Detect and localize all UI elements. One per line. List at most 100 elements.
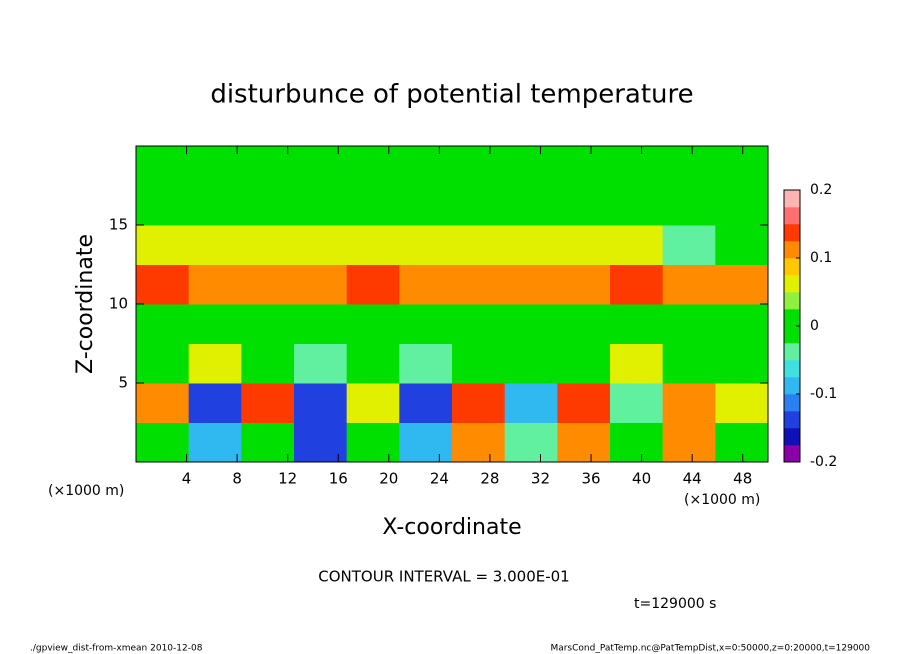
heat-cell [504, 185, 558, 226]
heat-cell [662, 383, 716, 423]
colorbar-swatch [784, 309, 800, 327]
heat-cell [294, 422, 348, 463]
colorbar-swatch [784, 190, 800, 208]
x-tick-label: 28 [480, 470, 499, 488]
colorbar-swatch [784, 224, 800, 242]
heat-cell [557, 343, 611, 384]
colorbar-swatch [784, 411, 800, 429]
heat-cell [136, 343, 190, 384]
heat-cell [346, 304, 400, 344]
heat-cell [188, 264, 242, 305]
colorbar-swatch [784, 360, 800, 378]
heat-cell [399, 422, 453, 463]
colorbar-swatch [784, 258, 800, 276]
heat-cell [188, 383, 242, 423]
y-axis-label: Z-coordinate [73, 234, 98, 374]
heat-cell [399, 225, 453, 265]
colorbar-label: -0.1 [810, 386, 837, 402]
heat-cell [662, 146, 716, 186]
heat-cell [715, 264, 769, 305]
chart-title: disturbunce of potential temperature [210, 80, 693, 110]
heat-cell [346, 383, 400, 423]
heat-cell [136, 304, 190, 344]
heat-cell [294, 304, 348, 344]
x-tick-label: 20 [379, 470, 398, 488]
colorbar-swatch [784, 343, 800, 361]
heat-cell [241, 383, 295, 423]
time-note: t=129000 s [634, 596, 716, 612]
colorbar-label: 0 [810, 318, 819, 334]
heat-cell [294, 225, 348, 265]
heat-cell [715, 225, 769, 265]
x-tick-label: 8 [232, 470, 242, 488]
heat-cell [188, 225, 242, 265]
heat-cell [136, 185, 190, 226]
heat-cell [188, 185, 242, 226]
x-axis-label: X-coordinate [382, 515, 521, 540]
x-tick-label: 4 [182, 470, 192, 488]
colorbar-swatch [784, 292, 800, 310]
colorbar-swatch [784, 394, 800, 412]
heat-cell [715, 343, 769, 384]
footer: MarsCond_PatTemp.nc@PatTempDist,x=0:5000… [550, 644, 870, 654]
x-tick-label: 44 [683, 470, 702, 488]
x-tick-label: 12 [278, 470, 297, 488]
heat-cell [452, 383, 506, 423]
heat-cell [715, 304, 769, 344]
heat-cell [662, 422, 716, 463]
heat-cell [557, 146, 611, 186]
x-tick-label: 32 [531, 470, 550, 488]
heat-cell [610, 383, 664, 423]
heat-cell [294, 146, 348, 186]
heat-cell [294, 343, 348, 384]
y-tick-label: 15 [109, 216, 128, 234]
heat-cell [557, 383, 611, 423]
colorbar-swatch [784, 445, 800, 463]
heat-cell [557, 185, 611, 226]
heat-cell [241, 185, 295, 226]
heat-cell [662, 343, 716, 384]
x-unit: (×1000 m) [684, 492, 760, 508]
heat-cell [136, 422, 190, 463]
heat-cell [610, 304, 664, 344]
heat-cell [662, 264, 716, 305]
heat-cell [241, 343, 295, 384]
contour-note: CONTOUR INTERVAL = 3.000E-01 [318, 568, 569, 586]
heat-cell [557, 304, 611, 344]
heat-cell [504, 422, 558, 463]
heat-cell [399, 343, 453, 384]
heat-cell [241, 225, 295, 265]
heat-cell [452, 146, 506, 186]
heat-cell [715, 185, 769, 226]
colorbar-label: -0.2 [810, 454, 837, 470]
x-tick-label: 48 [733, 470, 752, 488]
heat-cell [399, 304, 453, 344]
heat-cell [294, 264, 348, 305]
heat-cell [452, 185, 506, 226]
heat-cell [610, 225, 664, 265]
heat-cell [662, 304, 716, 344]
heat-cell [241, 304, 295, 344]
colorbar-swatch [784, 275, 800, 293]
heat-cell [452, 304, 506, 344]
heat-cell [452, 225, 506, 265]
heat-cell [452, 264, 506, 305]
heat-cell [610, 264, 664, 305]
heat-cell [662, 185, 716, 226]
colorbar-swatch [784, 241, 800, 259]
heat-cell [610, 146, 664, 186]
heat-cell [399, 383, 453, 423]
heat-cell [715, 422, 769, 463]
heat-cell [662, 225, 716, 265]
heat-cell [557, 264, 611, 305]
heat-cell [610, 343, 664, 384]
heat-cell [136, 264, 190, 305]
heat-cell [136, 383, 190, 423]
heat-cell [346, 185, 400, 226]
y-tick-label: 10 [109, 295, 128, 313]
x-tick-label: 24 [430, 470, 449, 488]
colorbar-label: 0.2 [810, 182, 832, 198]
x-tick-label: 40 [632, 470, 651, 488]
heat-cell [399, 264, 453, 305]
heat-cell [715, 383, 769, 423]
